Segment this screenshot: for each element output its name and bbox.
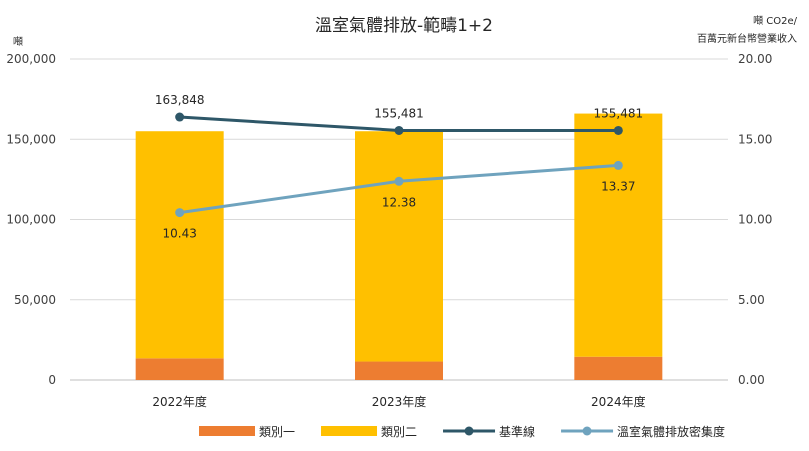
y-right-tick-label: 20.00	[738, 52, 772, 66]
legend-marker-溫室氣體排放密集度	[582, 426, 592, 436]
data-label-溫室氣體排放密集度: 13.37	[601, 179, 635, 193]
bar-類別二	[135, 131, 224, 359]
right-axis-unit-line1: 噸 CO2e/	[753, 14, 798, 27]
y-left-tick-label: 200,000	[6, 52, 56, 66]
data-label-基準線: 155,481	[594, 106, 644, 120]
data-label-溫室氣體排放密集度: 12.38	[382, 195, 416, 209]
data-label-基準線: 163,848	[155, 93, 205, 107]
bar-類別一	[135, 358, 224, 380]
y-left-tick-label: 50,000	[14, 293, 56, 307]
bar-類別二	[355, 131, 443, 362]
y-right-tick-label: 15.00	[738, 132, 772, 146]
point-溫室氣體排放密集度	[613, 160, 623, 170]
x-category-label: 2022年度	[152, 394, 207, 409]
legend-swatch-類別二	[321, 426, 378, 436]
legend-label-溫室氣體排放密集度: 溫室氣體排放密集度	[617, 424, 725, 439]
left-axis-unit: 噸	[13, 35, 23, 48]
legend-label-類別一: 類別一	[259, 425, 295, 439]
legend-marker-基準線	[464, 426, 474, 436]
y-left-tick-label: 150,000	[6, 132, 56, 146]
x-category-label: 2023年度	[372, 394, 427, 409]
bar-類別二	[574, 113, 663, 357]
legend-swatch-類別一	[199, 426, 255, 436]
y-right-tick-label: 5.00	[738, 293, 765, 307]
y-right-tick-label: 0.00	[738, 373, 765, 387]
chart-title: 溫室氣體排放-範疇1+2	[315, 16, 493, 36]
bar-類別一	[355, 361, 443, 380]
right-axis-unit-line2: 百萬元新台幣營業收入	[697, 32, 797, 45]
y-right-tick-label: 10.00	[738, 213, 772, 227]
point-基準線	[175, 112, 185, 122]
legend-label-類別二: 類別二	[381, 425, 417, 439]
data-label-溫室氣體排放密集度: 10.43	[162, 227, 196, 241]
y-left-tick-label: 0	[48, 373, 56, 387]
point-溫室氣體排放密集度	[175, 208, 185, 218]
point-基準線	[394, 125, 404, 135]
legend-label-基準線: 基準線	[499, 424, 535, 439]
point-溫室氣體排放密集度	[394, 176, 404, 186]
y-left-tick-label: 100,000	[6, 213, 56, 227]
data-label-基準線: 155,481	[374, 106, 424, 120]
point-基準線	[613, 125, 623, 135]
bar-類別一	[574, 356, 663, 380]
x-category-label: 2024年度	[591, 394, 646, 409]
